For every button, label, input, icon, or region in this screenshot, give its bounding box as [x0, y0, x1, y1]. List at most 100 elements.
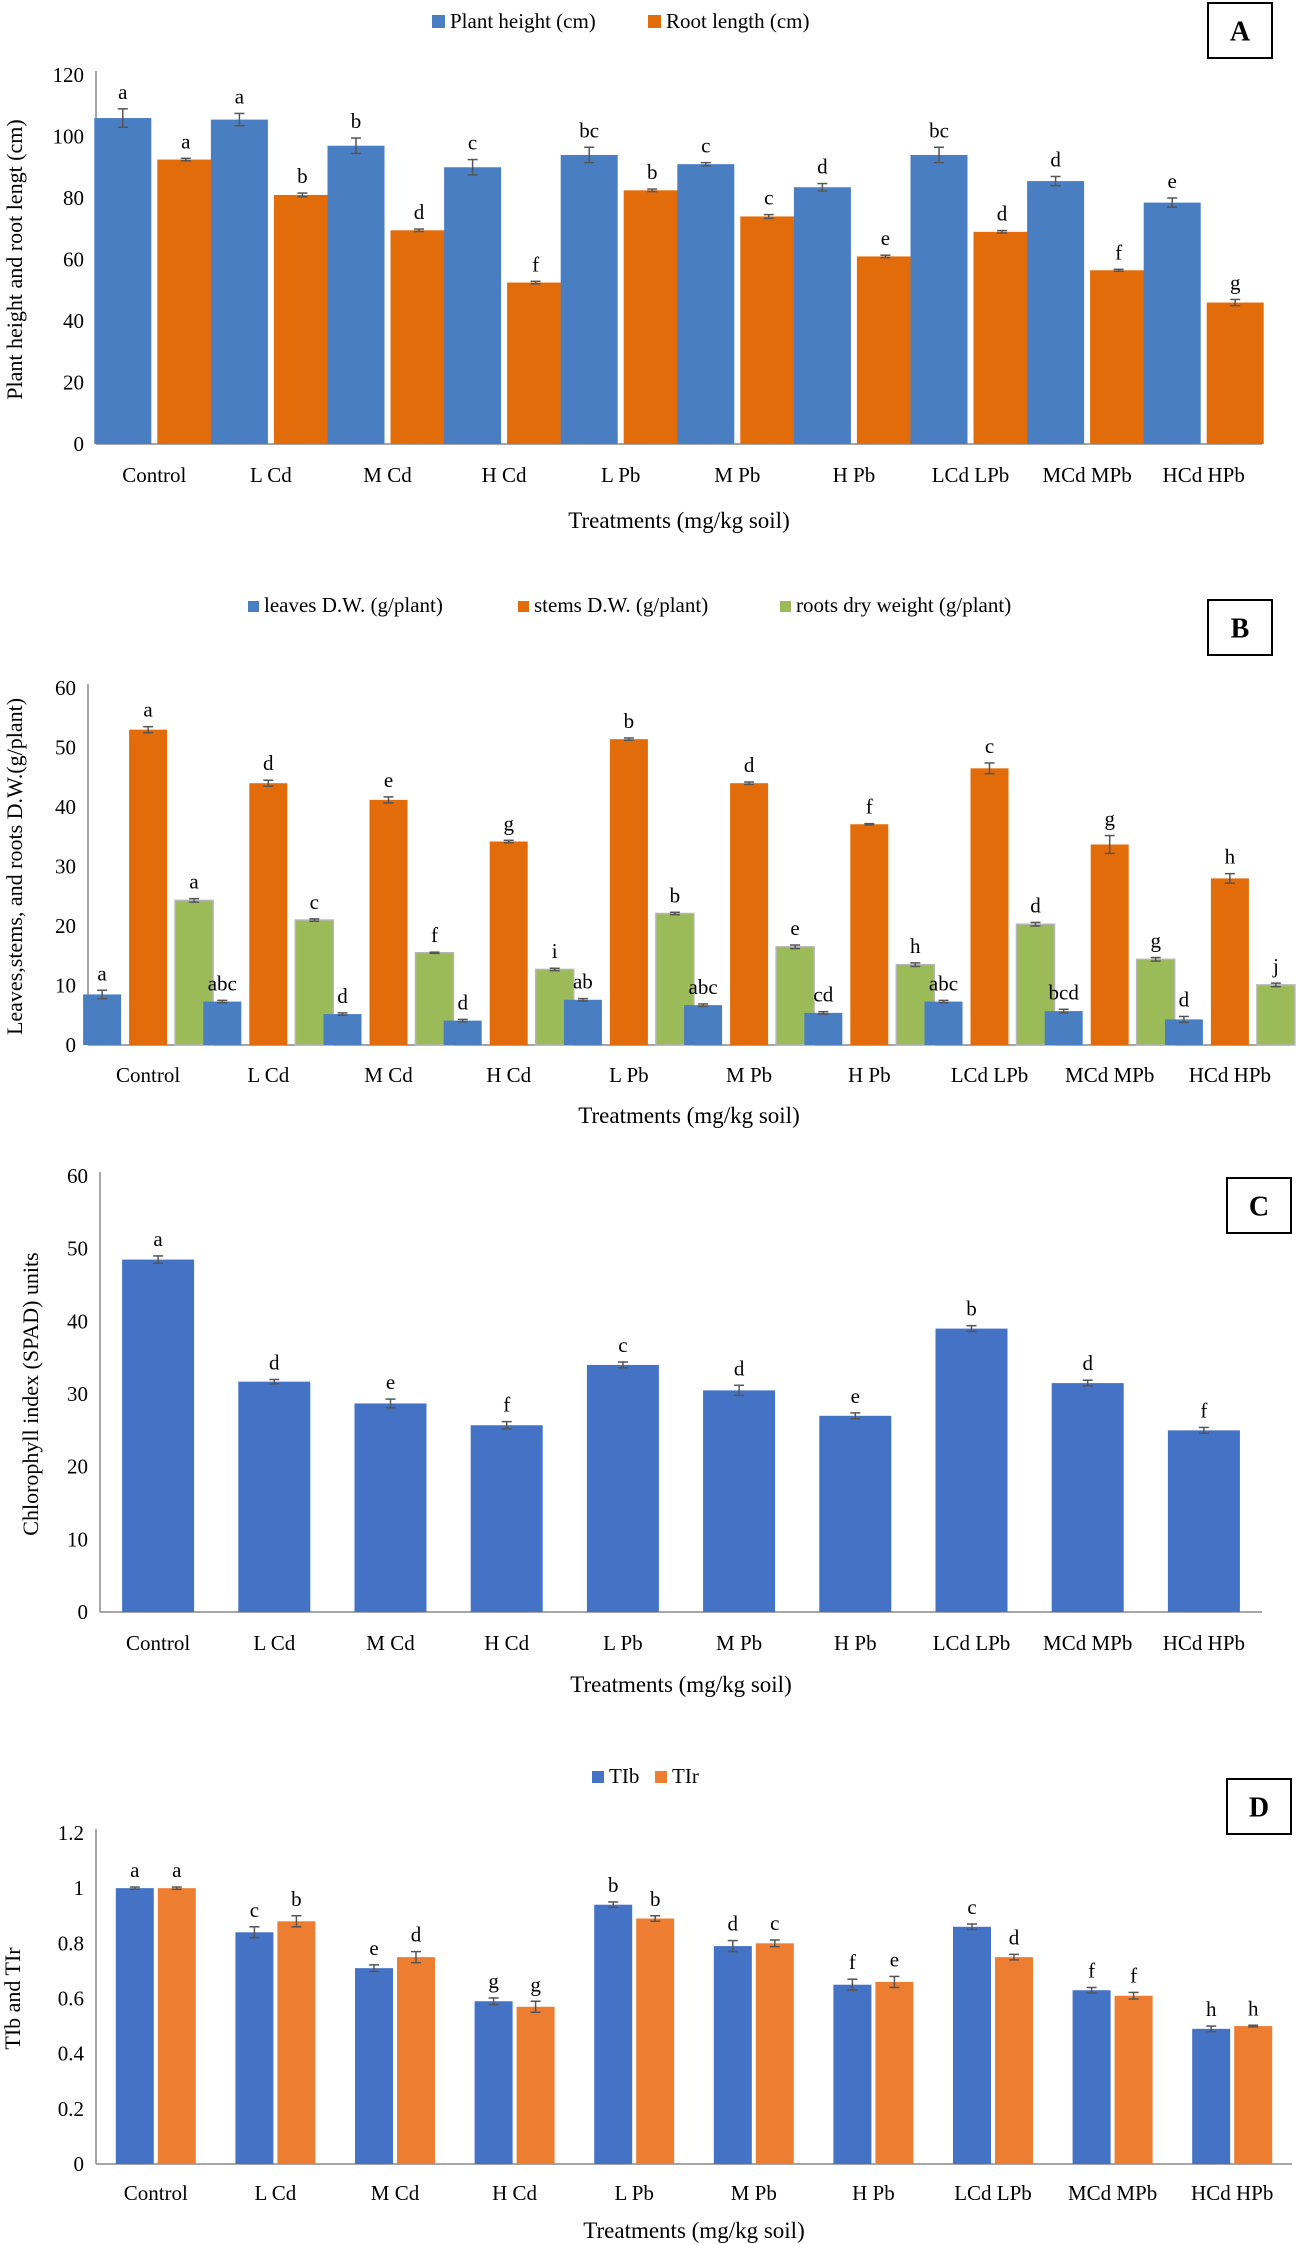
error-bar-root-length-cm-l-pb — [647, 188, 658, 193]
significance-letter: b — [297, 164, 308, 188]
chart-panel-c: 0 10 20 30 40 50 60 a Control d L Cd e M Cd f H Cd c L P… — [18, 1164, 1292, 1697]
legend-label: roots dry weight (g/plant) — [796, 593, 1011, 617]
significance-letter: h — [1225, 845, 1236, 869]
significance-letter: j — [1272, 954, 1279, 978]
error-bar-tib-mcd-mpb — [1086, 1986, 1097, 1994]
y-tick-label: 0 — [78, 1600, 89, 1624]
x-category-label: Control — [122, 463, 186, 487]
bar-plant-height-cm-l-cd — [210, 119, 268, 445]
bar-plant-height-cm-h-cd — [444, 167, 502, 444]
bar-leaves-d-w-g-plant-lcd-lpb — [924, 1001, 963, 1045]
y-tick-label: 50 — [67, 1237, 88, 1261]
significance-letter: h — [1248, 1996, 1259, 2020]
legend-item-roots-dry-weight-g-plant: roots dry weight (g/plant) — [780, 593, 1011, 617]
significance-letter: cd — [813, 983, 833, 1007]
significance-letter: c — [250, 1898, 259, 1922]
bar-tir-l-pb — [636, 1918, 675, 2164]
error-bar-plant-height-cm-control — [117, 108, 128, 129]
error-bar-chlorophyll-index-spad-units-lcd-lpb — [966, 1324, 977, 1333]
bar-plant-height-cm-m-cd — [327, 145, 385, 444]
x-category-label: H Pb — [833, 463, 876, 487]
error-bar-root-length-cm-hcd-hpb — [1230, 298, 1241, 307]
error-bar-tir-control — [171, 1886, 182, 1891]
legend-label: stems D.W. (g/plant) — [534, 593, 708, 617]
x-category-label: L Cd — [250, 463, 292, 487]
significance-letter: d — [457, 990, 468, 1014]
error-bar-roots-dry-weight-g-plant-mcd-mpb — [1150, 956, 1161, 962]
error-bar-roots-dry-weight-g-plant-control — [189, 897, 200, 903]
bar-tib-l-cd — [235, 1932, 274, 2164]
error-bar-stems-d-w-g-plant-lcd-lpb — [984, 762, 995, 775]
error-bar-tib-h-pb — [847, 1978, 858, 1991]
bar-leaves-d-w-g-plant-h-pb — [804, 1012, 843, 1045]
significance-letter: d — [997, 202, 1008, 226]
significance-letter: a — [143, 698, 153, 722]
legend-item-tib: TIb — [592, 1764, 639, 1788]
y-tick-label: 100 — [53, 125, 85, 149]
significance-letter: d — [734, 1356, 745, 1380]
x-category-label: L Cd — [247, 1063, 289, 1087]
x-category-label: M Cd — [371, 2181, 420, 2205]
y-tick-label: 50 — [55, 736, 76, 760]
y-tick-label: 40 — [67, 1309, 88, 1333]
bar-leaves-d-w-g-plant-mcd-mpb — [1044, 1011, 1083, 1045]
significance-letter: a — [97, 961, 107, 985]
x-category-label: H Cd — [486, 1063, 531, 1087]
y-tick-label: 0.2 — [58, 2097, 84, 2121]
error-bar-leaves-d-w-g-plant-control — [97, 989, 108, 1000]
error-bar-stems-d-w-g-plant-m-pb — [744, 781, 755, 786]
error-bar-tib-lcd-lpb — [967, 1923, 977, 1931]
significance-letter: f — [1115, 240, 1122, 264]
y-axis-title: TIb and TIr — [0, 1947, 25, 2050]
legend-swatch — [518, 601, 529, 612]
bar-chlorophyll-index-spad-units-m-cd — [354, 1403, 427, 1612]
bar-plant-height-cm-l-pb — [560, 154, 618, 444]
legend: Plant height (cm) Root length (cm) — [432, 9, 809, 33]
bar-root-length-cm-hcd-hpb — [1206, 302, 1264, 444]
bar-chlorophyll-index-spad-units-l-pb — [586, 1364, 659, 1612]
y-tick-label: 10 — [67, 1527, 88, 1551]
error-bar-leaves-d-w-g-plant-mcd-mpb — [1058, 1008, 1069, 1014]
error-bar-plant-height-cm-m-cd — [351, 137, 361, 155]
significance-letter: f — [1088, 1958, 1095, 1982]
error-bar-stems-d-w-g-plant-m-cd — [383, 796, 394, 804]
x-category-label: MCd MPb — [1065, 1063, 1154, 1087]
bar-tib-control — [115, 1888, 154, 2164]
bar-stems-d-w-g-plant-h-cd — [489, 841, 528, 1045]
y-tick-label: 0.8 — [58, 1931, 84, 1955]
error-bar-roots-dry-weight-g-plant-h-cd — [549, 967, 560, 972]
y-tick-label: 1.2 — [58, 1821, 84, 1845]
error-bar-roots-dry-weight-g-plant-hcd-hpb — [1270, 982, 1281, 988]
bar-tib-h-pb — [833, 1984, 872, 2164]
legend-item-leaves-d-w-g-plant: leaves D.W. (g/plant) — [248, 593, 443, 617]
x-category-label: H Pb — [848, 1063, 891, 1087]
error-bar-leaves-d-w-g-plant-l-cd — [217, 999, 228, 1004]
significance-letter: f — [1130, 1963, 1137, 1987]
error-bar-root-length-cm-h-pb — [880, 254, 891, 259]
significance-letter: a — [130, 1858, 140, 1882]
x-category-label: HCd HPb — [1191, 2181, 1273, 2205]
x-category-label: M Pb — [716, 1631, 762, 1655]
x-category-label: LCd LPb — [951, 1063, 1029, 1087]
x-category-label: M Pb — [714, 463, 760, 487]
bar-stems-d-w-g-plant-control — [129, 729, 168, 1045]
legend-label: Root length (cm) — [666, 9, 809, 33]
y-tick-label: 0 — [74, 432, 85, 456]
significance-letter: abc — [929, 971, 958, 995]
y-tick-label: 60 — [63, 248, 84, 272]
significance-letter: h — [1206, 1997, 1217, 2021]
legend-swatch — [655, 1771, 667, 1783]
significance-letter: d — [269, 1350, 280, 1374]
error-bar-root-length-cm-m-pb — [763, 213, 774, 220]
error-bar-tir-mcd-mpb — [1128, 1991, 1139, 2000]
error-bar-plant-height-cm-mcd-mpb — [1050, 175, 1061, 187]
bar-chlorophyll-index-spad-units-control — [122, 1259, 195, 1612]
bar-plant-height-cm-m-pb — [677, 164, 735, 445]
y-tick-label: 30 — [55, 855, 76, 879]
bar-chlorophyll-index-spad-units-hcd-hpb — [1167, 1430, 1240, 1612]
y-tick-label: 0.4 — [58, 2042, 85, 2066]
significance-letter: d — [744, 753, 755, 777]
significance-letter: g — [503, 811, 514, 835]
